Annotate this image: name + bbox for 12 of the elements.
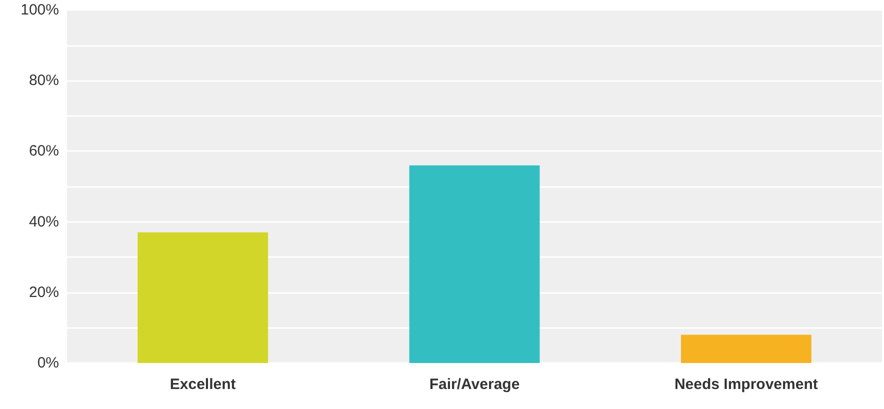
y-tick-label: 60% [28, 142, 59, 160]
y-tick-label: 20% [28, 284, 59, 301]
x-tick-label: Excellent [170, 376, 236, 393]
x-tick-label: Needs Improvement [674, 376, 818, 393]
x-tick-label: Fair/Average [429, 376, 520, 393]
bar [138, 232, 268, 363]
y-tick-label: 0% [37, 354, 59, 372]
y-tick-label: 80% [28, 72, 59, 90]
bar [409, 165, 540, 363]
y-tick-label: 100% [20, 2, 59, 18]
y-tick-label: 40% [28, 213, 59, 230]
bar [680, 334, 812, 363]
